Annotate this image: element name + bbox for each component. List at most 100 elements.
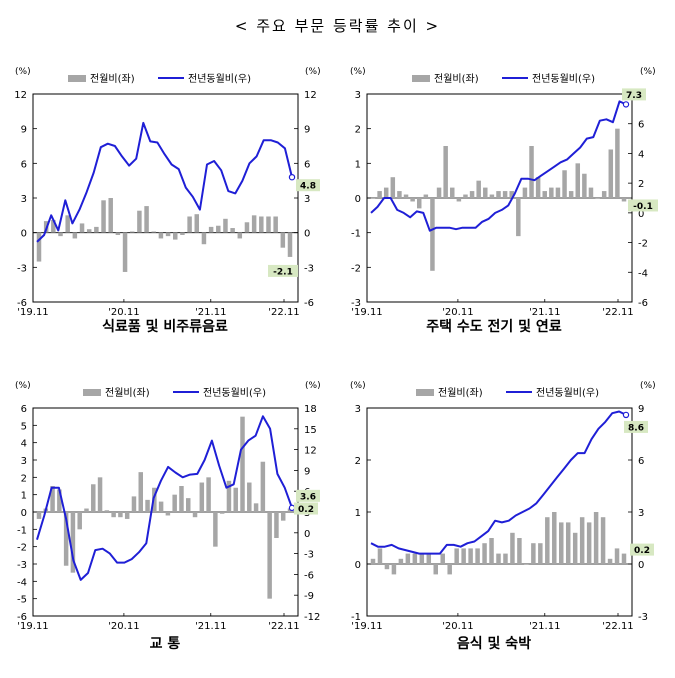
chart-title: 식료품 및 비주류음료 bbox=[102, 318, 228, 335]
y-right-tick-label: -2 bbox=[638, 239, 648, 250]
y-left-tick-label: -1 bbox=[17, 525, 27, 536]
y-left-tick-label: 2 bbox=[21, 473, 27, 484]
bar-mom bbox=[144, 206, 149, 233]
bar-mom bbox=[552, 512, 557, 564]
chart-title: 주택 수도 전기 및 연료 bbox=[426, 318, 562, 335]
label-yoy-last: 3.6 bbox=[300, 492, 316, 502]
bar-mom bbox=[588, 187, 594, 198]
y-left-tick-label: 12 bbox=[14, 90, 27, 101]
bar-mom bbox=[614, 548, 620, 564]
bar-mom bbox=[586, 522, 592, 564]
bar-mom bbox=[287, 232, 293, 257]
y-left-tick-label: 3 bbox=[355, 90, 361, 101]
bar-mom bbox=[383, 187, 389, 198]
bar-mom bbox=[416, 198, 422, 209]
bar-mom bbox=[165, 512, 171, 516]
bar-mom bbox=[615, 128, 620, 198]
bar-mom bbox=[621, 198, 627, 202]
bar-mom bbox=[423, 194, 429, 198]
bar-mom bbox=[575, 163, 581, 198]
y-right-unit: (%) bbox=[305, 381, 321, 391]
bar-mom bbox=[151, 231, 156, 233]
y-left-tick-label: 4 bbox=[21, 439, 27, 450]
line-yoy-end-marker bbox=[288, 173, 296, 181]
bar-mom bbox=[185, 498, 191, 512]
bar-mom bbox=[247, 482, 252, 512]
bar-mom bbox=[115, 232, 121, 235]
bar-mom bbox=[237, 232, 243, 239]
y-right-tick-label: -12 bbox=[304, 612, 320, 623]
label-mom-last: -0.1 bbox=[633, 202, 653, 212]
y-right-unit: (%) bbox=[640, 381, 656, 391]
bar-mom bbox=[405, 553, 411, 564]
bar-mom bbox=[483, 187, 488, 198]
bar-mom bbox=[131, 496, 137, 512]
y-left-tick-label: -1 bbox=[351, 612, 361, 623]
bar-mom bbox=[542, 191, 547, 198]
y-left-tick-label: 2 bbox=[355, 456, 361, 467]
bar-mom bbox=[251, 215, 257, 233]
x-tick-label: '21.11 bbox=[195, 307, 226, 318]
y-left-tick-label: -2 bbox=[351, 263, 361, 274]
y-left-tick-label: 5 bbox=[21, 421, 27, 432]
bar-mom bbox=[398, 558, 404, 564]
bar-mom bbox=[179, 486, 184, 512]
bar-mom bbox=[50, 486, 55, 512]
legend-label-mom: 전월비(좌) bbox=[105, 387, 150, 399]
bar-mom bbox=[266, 216, 271, 233]
legend-swatch-bar bbox=[68, 75, 86, 82]
bar-mom bbox=[36, 232, 42, 262]
y-right-tick-label: 6 bbox=[638, 456, 644, 467]
x-tick-label: '21.11 bbox=[529, 307, 560, 318]
bar-mom bbox=[555, 187, 561, 198]
bar-mom bbox=[240, 416, 245, 512]
bar-mom bbox=[118, 512, 123, 518]
bar-mom bbox=[377, 548, 383, 564]
chart-panel-transport: 6543210-1-2-3-4-5-61815129630-3-6-9-12'1… bbox=[15, 381, 321, 652]
bar-mom bbox=[273, 216, 278, 233]
bar-mom bbox=[456, 198, 462, 202]
y-right-tick-label: -6 bbox=[304, 298, 314, 309]
line-yoy bbox=[36, 121, 293, 243]
bar-mom bbox=[509, 191, 514, 198]
label-yoy-last: 4.8 bbox=[300, 182, 316, 192]
page-title: < 주요 부문 등락률 추이 > bbox=[234, 17, 441, 35]
bar-mom bbox=[36, 512, 42, 519]
bar-mom bbox=[489, 538, 494, 564]
bar-mom bbox=[565, 522, 571, 564]
y-right-tick-label: -3 bbox=[638, 612, 648, 623]
bar-mom bbox=[172, 494, 177, 512]
y-left-tick-label: 3 bbox=[21, 194, 27, 205]
bar-mom bbox=[194, 214, 200, 233]
bar-mom bbox=[496, 553, 501, 564]
bar-mom bbox=[496, 191, 501, 198]
bar-mom bbox=[489, 194, 495, 198]
bar-mom bbox=[535, 177, 541, 198]
bar-mom bbox=[476, 180, 481, 198]
bar-mom bbox=[192, 512, 198, 518]
y-right-tick-label: 12 bbox=[304, 90, 317, 101]
y-left-tick-label: -3 bbox=[17, 263, 27, 274]
y-right-tick-label: 15 bbox=[304, 425, 317, 436]
bar-mom bbox=[403, 194, 409, 198]
y-left-tick-label: 1 bbox=[355, 508, 361, 519]
bar-mom bbox=[450, 187, 455, 198]
y-left-unit: (%) bbox=[15, 381, 31, 391]
bar-mom bbox=[94, 226, 99, 233]
bar-mom bbox=[129, 231, 135, 233]
chart-title: 음식 및 숙박 bbox=[457, 635, 531, 652]
bar-mom bbox=[187, 216, 192, 233]
bar-mom bbox=[165, 232, 171, 237]
y-right-tick-label: 3 bbox=[304, 194, 310, 205]
bar-mom bbox=[377, 191, 382, 198]
bar-mom bbox=[517, 538, 522, 564]
bar-mom bbox=[475, 548, 480, 564]
bar-mom bbox=[58, 232, 63, 237]
label-yoy-last: 8.6 bbox=[628, 423, 644, 433]
bar-mom bbox=[502, 191, 508, 198]
label-mom-last: 0.2 bbox=[634, 546, 650, 556]
y-left-tick-label: -4 bbox=[17, 577, 27, 588]
line-yoy bbox=[36, 415, 293, 581]
bar-mom bbox=[593, 512, 599, 564]
